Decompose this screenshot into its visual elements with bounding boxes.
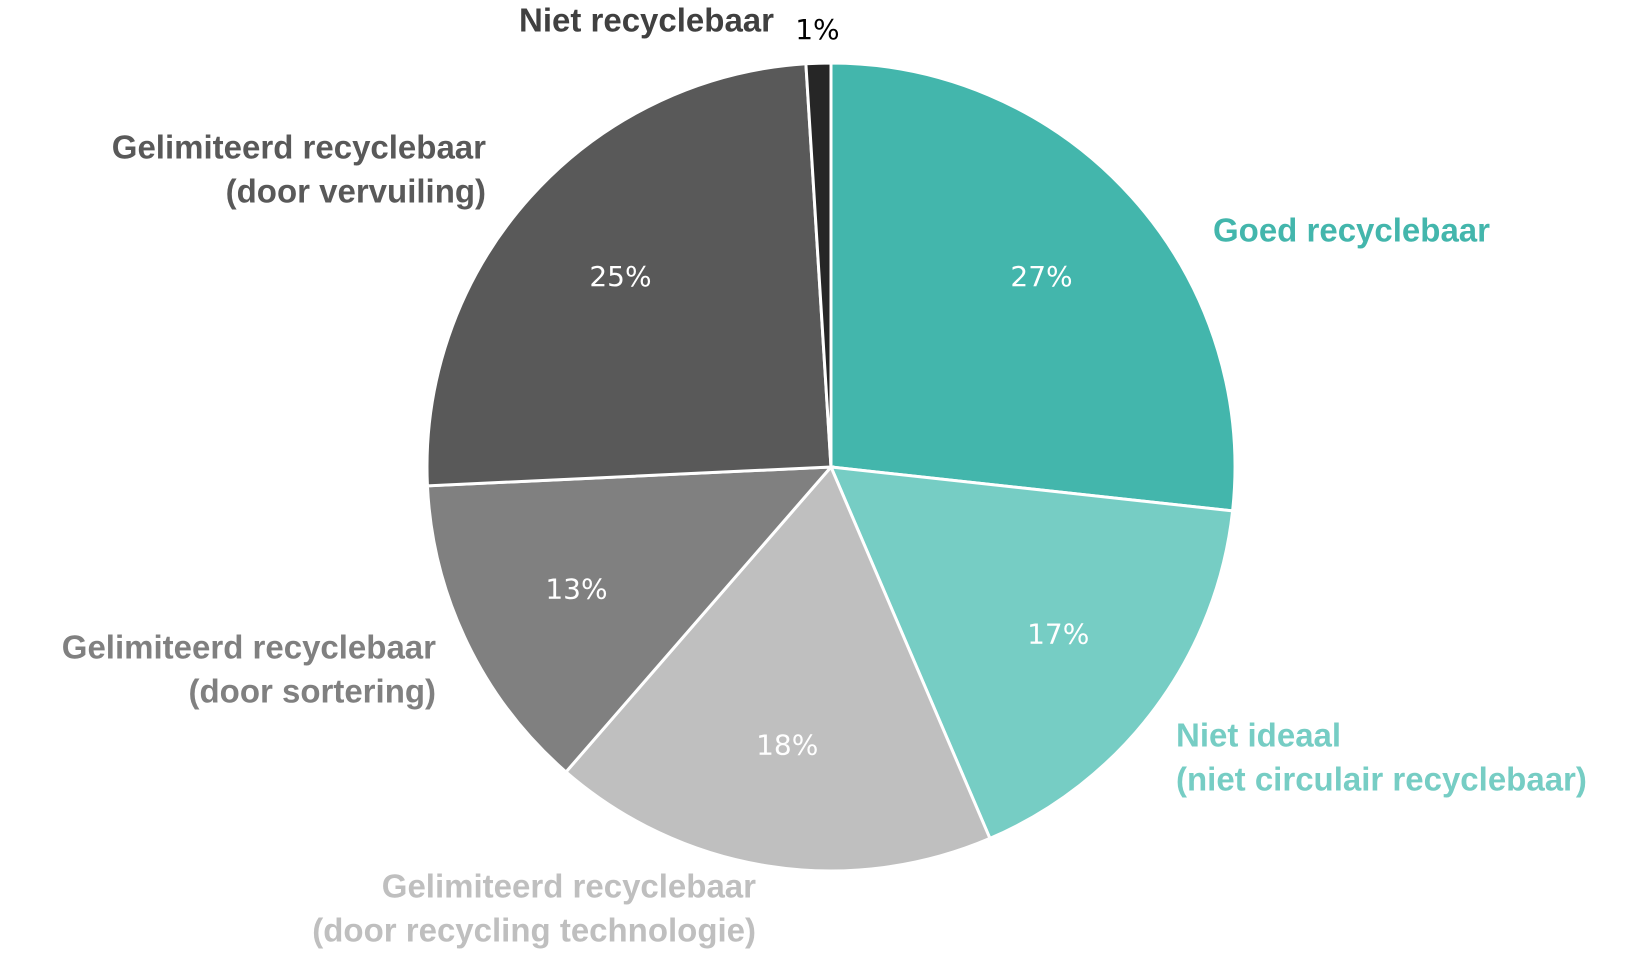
- pie-slice: [804, 61, 833, 468]
- value-label: 25%: [589, 260, 651, 293]
- category-label: Gelimiteerd recyclebaar: [382, 868, 756, 905]
- category-label: Goed recyclebaar: [1213, 212, 1490, 249]
- category-label: (door sortering): [189, 673, 436, 710]
- value-label: 17%: [1027, 617, 1089, 650]
- category-label: (niet circulair recyclebaar): [1176, 761, 1587, 798]
- category-label: Gelimiteerd recyclebaar: [62, 629, 436, 666]
- value-label: 18%: [756, 728, 818, 761]
- pie-slice: [563, 464, 992, 873]
- category-label: Gelimiteerd recyclebaar: [112, 129, 486, 166]
- category-label: Niet recyclebaar: [519, 2, 774, 39]
- value-label: 27%: [1010, 260, 1072, 293]
- pie-slice: [829, 61, 1237, 513]
- pie-slice: [425, 62, 833, 488]
- value-label: 13%: [545, 572, 607, 605]
- category-label: Niet ideaal: [1176, 717, 1341, 754]
- pie-slice: [828, 465, 1235, 841]
- value-label: 1%: [795, 13, 839, 46]
- category-label: (door recycling technologie): [312, 912, 756, 949]
- pie-slice: [425, 465, 835, 775]
- category-label: (door vervuiling): [226, 173, 486, 210]
